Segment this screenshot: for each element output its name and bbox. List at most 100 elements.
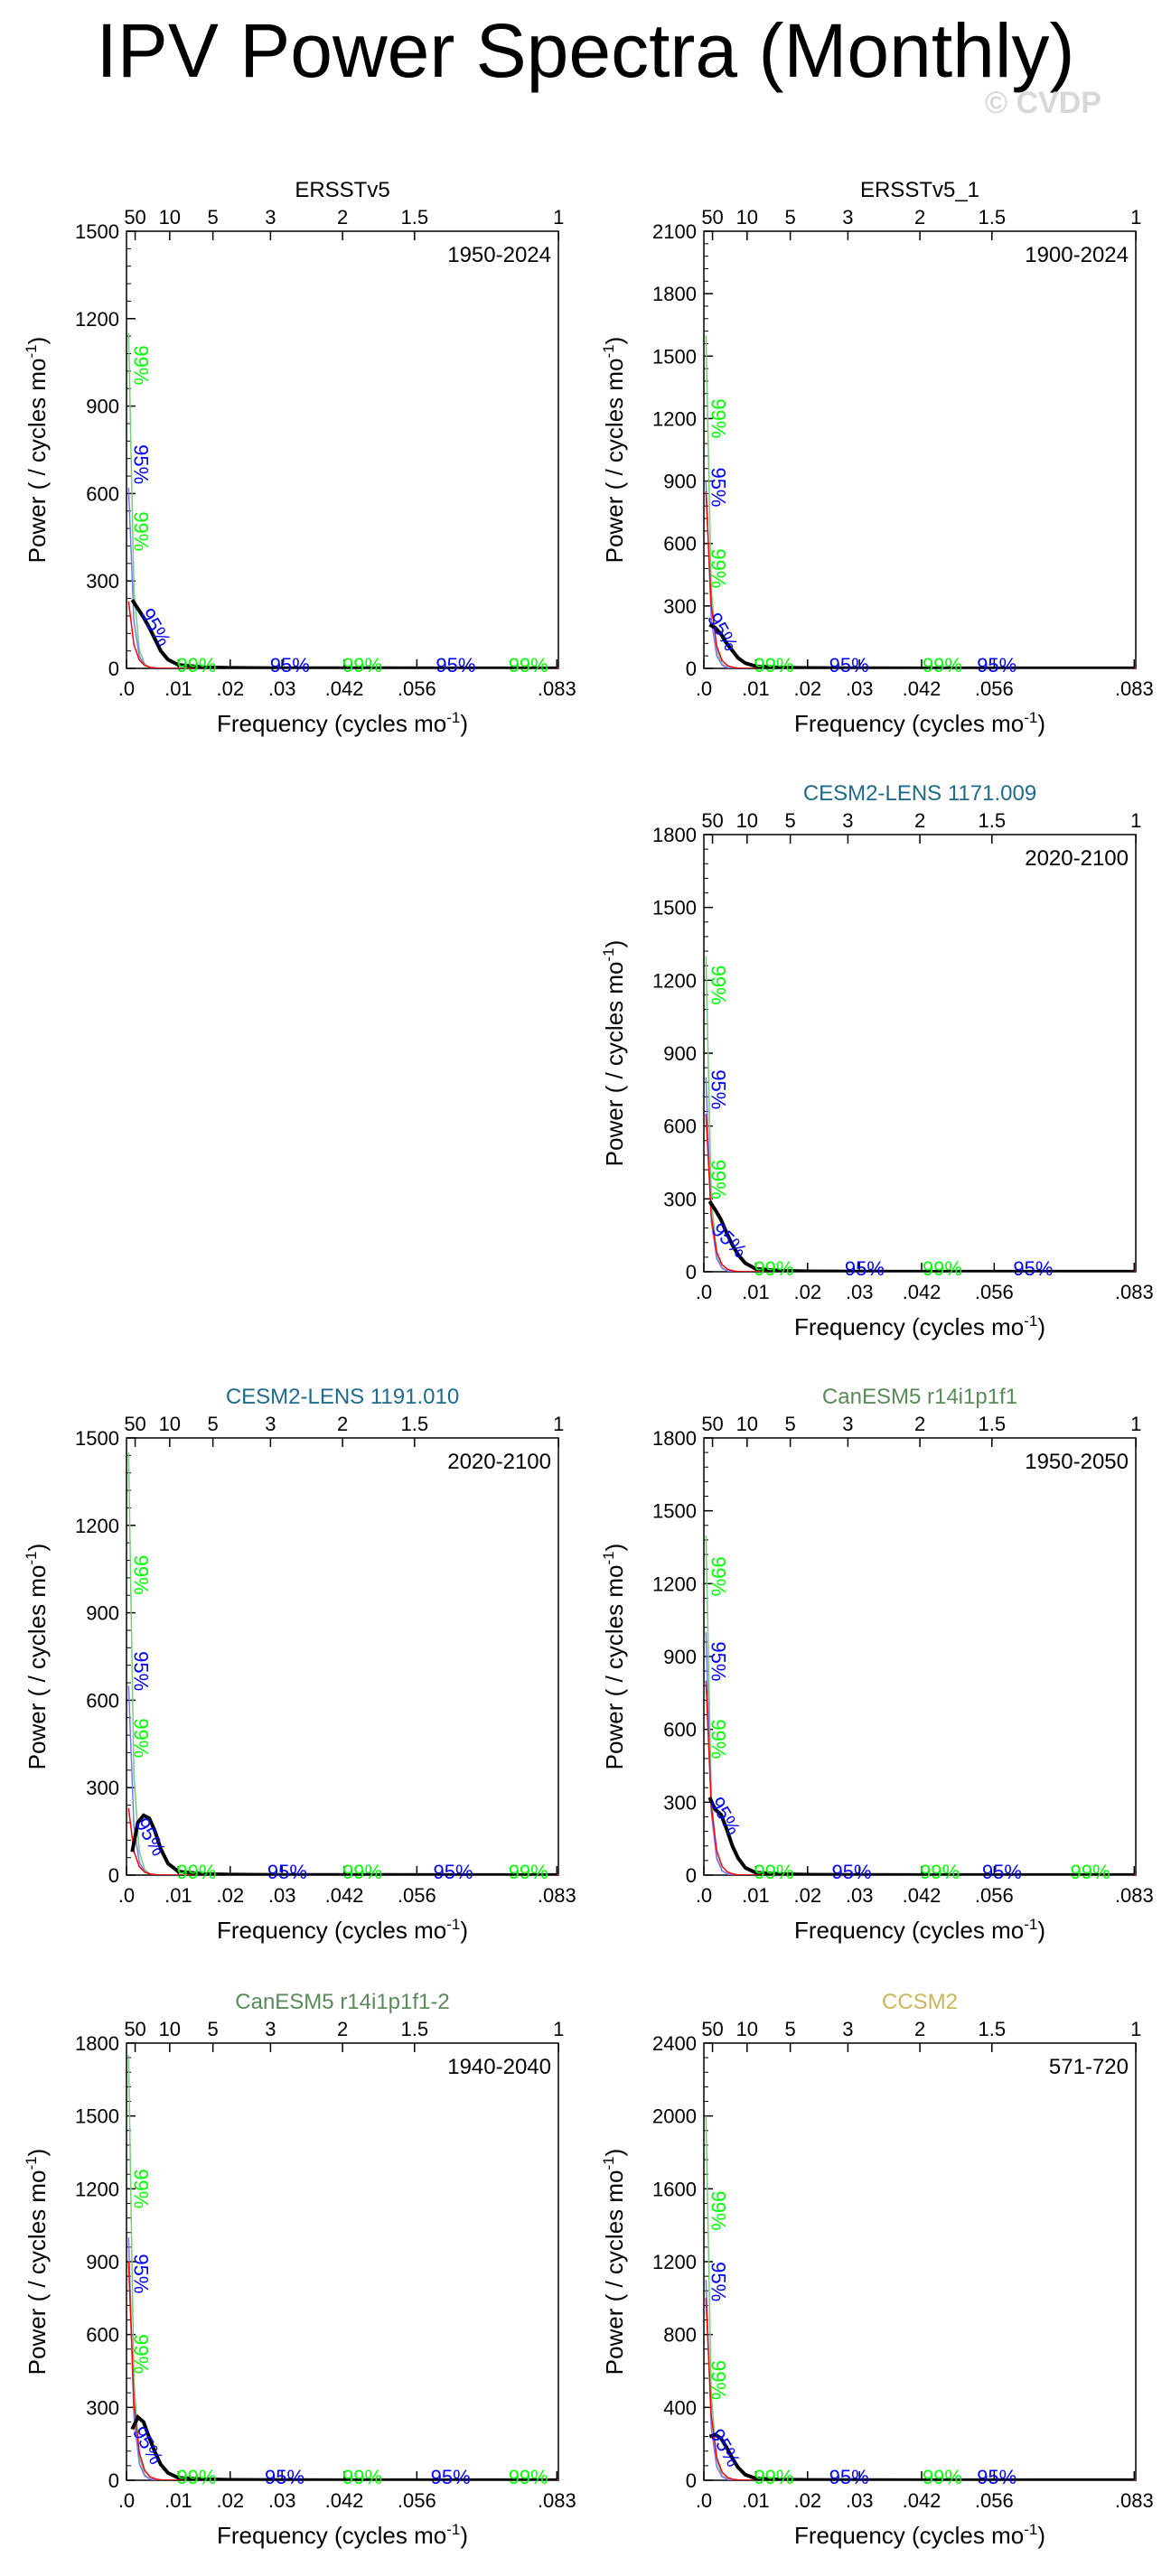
ci-upper-line — [127, 2055, 558, 2480]
x-tick-label: .042 — [325, 677, 364, 700]
y-tick-label: 0 — [686, 1261, 697, 1283]
y-tick-label: 0 — [686, 1864, 697, 1887]
x-tick-label: .056 — [398, 1884, 436, 1907]
top-tick-label: 5 — [785, 809, 796, 832]
top-tick-label: 5 — [785, 1413, 796, 1435]
x-tick-label: .083 — [538, 677, 576, 700]
top-tick-label: 50 — [124, 2018, 145, 2040]
top-tick-label: 1 — [1130, 809, 1141, 832]
y-tick-label: 600 — [663, 1115, 697, 1138]
y-tick-label: 0 — [108, 1864, 119, 1887]
significance-label: 95% — [1013, 1257, 1053, 1280]
spectrum-line — [708, 622, 1135, 668]
significance-label: 99% — [130, 345, 153, 385]
x-tick-label: .01 — [742, 677, 770, 700]
top-tick-label: 5 — [208, 1413, 219, 1435]
top-tick-label: 50 — [701, 809, 723, 832]
x-tick-label: .0 — [696, 1281, 712, 1303]
significance-label: 99% — [707, 1160, 730, 1199]
x-tick-label: .02 — [216, 2489, 244, 2512]
spectrum-panel: ERSSTv5_1 1900-2024 0 300 600 900 1200 1500 1800… — [600, 178, 1154, 737]
ci-upper-line — [127, 332, 558, 668]
top-tick-label: 3 — [265, 206, 276, 229]
panel-title: ERSSTv5_1 — [860, 178, 979, 202]
significance-label: 99% — [176, 2466, 216, 2488]
significance-label: 95% — [845, 1257, 885, 1280]
x-tick-label: .03 — [268, 1884, 296, 1907]
top-tick-label: 2 — [914, 2018, 925, 2040]
x-tick-label: .02 — [793, 1281, 821, 1303]
period-label: 1940-2040 — [447, 2055, 551, 2079]
y-tick-label: 900 — [86, 1602, 119, 1625]
x-axis-label: Frequency (cycles mo-1) — [217, 709, 468, 737]
significance-label: 95% — [433, 1861, 473, 1883]
significance-label: 99% — [176, 654, 216, 677]
ci-upper-line — [705, 1535, 1136, 1875]
top-tick-label: 50 — [124, 1413, 145, 1435]
plot-frame — [703, 1437, 1137, 1876]
significance-label: 95% — [270, 654, 310, 677]
significance-label: 99% — [754, 1257, 793, 1280]
significance-label: 99% — [754, 1861, 793, 1883]
y-tick-label: 1200 — [75, 1515, 119, 1537]
ci-upper-line — [127, 1452, 558, 1875]
y-tick-label: 600 — [663, 1719, 697, 1741]
significance-label: 95% — [977, 654, 1016, 677]
significance-label: 99% — [509, 2466, 548, 2488]
ci-lower-line — [705, 2280, 1136, 2480]
x-tick-label: .042 — [325, 1884, 364, 1907]
x-tick-label: .056 — [975, 1884, 1014, 1907]
significance-label: 99% — [342, 2466, 382, 2488]
top-tick-label: 3 — [842, 2018, 853, 2040]
y-tick-label: 600 — [86, 482, 119, 505]
top-tick-label: 1 — [553, 2018, 564, 2040]
ci-upper-line — [705, 2115, 1136, 2480]
significance-label: 99% — [130, 1555, 153, 1595]
significance-label: 99% — [754, 2466, 793, 2488]
top-tick-label: 3 — [842, 1413, 853, 1435]
panel-title: CanESM5 r14i1p1f1-2 — [235, 1990, 449, 2014]
y-tick-label: 1500 — [75, 2105, 119, 2128]
x-tick-label: .03 — [846, 677, 874, 700]
significance-label: 95% — [436, 654, 475, 677]
y-tick-label: 300 — [663, 595, 697, 618]
y-tick-label: 1500 — [652, 897, 697, 919]
curves — [705, 335, 1136, 668]
curves — [705, 956, 1136, 1272]
x-tick-label: .042 — [903, 677, 941, 700]
y-tick-label: 400 — [663, 2396, 697, 2419]
top-tick-label: 50 — [701, 1413, 723, 1435]
top-tick-label: 3 — [842, 809, 853, 832]
panel-title: CESM2-LENS 1191.010 — [226, 1385, 459, 1409]
y-axis-label: Power ( / cycles mo-1) — [23, 1544, 51, 1770]
significance-label: 99% — [754, 654, 793, 677]
significance-label: 99% — [509, 1861, 548, 1883]
y-axis-label: Power ( / cycles mo-1) — [600, 2149, 628, 2375]
y-axis-label: Power ( / cycles mo-1) — [23, 2149, 51, 2375]
top-tick-label: 2 — [337, 1413, 348, 1435]
significance-label: 99% — [342, 1861, 382, 1883]
x-axis-label: Frequency (cycles mo-1) — [794, 1916, 1045, 1944]
significance-label: 99% — [130, 511, 153, 551]
spectrum-line — [707, 1797, 1135, 1875]
top-tick-label: 1 — [553, 1413, 564, 1435]
y-tick-label: 1200 — [652, 2251, 697, 2273]
spectrum-panel: CCSM2 571-720 0 400 800 1200 1600 2000 2400 .0 .01… — [600, 1990, 1154, 2549]
top-tick-label: 3 — [842, 206, 853, 229]
top-tick-label: 1.5 — [978, 2018, 1006, 2040]
x-tick-label: .01 — [164, 2489, 192, 2512]
y-tick-label: 1200 — [652, 969, 697, 992]
plot-frame — [126, 1437, 559, 1876]
significance-label: 99% — [130, 2334, 153, 2374]
ci-lower-line — [705, 1077, 1136, 1272]
significance-label: 95% — [130, 1651, 153, 1691]
red-noise-line — [705, 2298, 1136, 2480]
significance-label: 99% — [707, 398, 730, 438]
top-tick-label: 1 — [1130, 206, 1141, 229]
x-tick-label: .056 — [398, 2489, 436, 2512]
x-axis-label: Frequency (cycles mo-1) — [217, 1916, 468, 1944]
y-tick-label: 0 — [686, 658, 697, 680]
x-tick-label: .042 — [903, 1281, 941, 1303]
top-tick-label: 1 — [1130, 1413, 1141, 1435]
y-tick-label: 1800 — [652, 1427, 697, 1450]
